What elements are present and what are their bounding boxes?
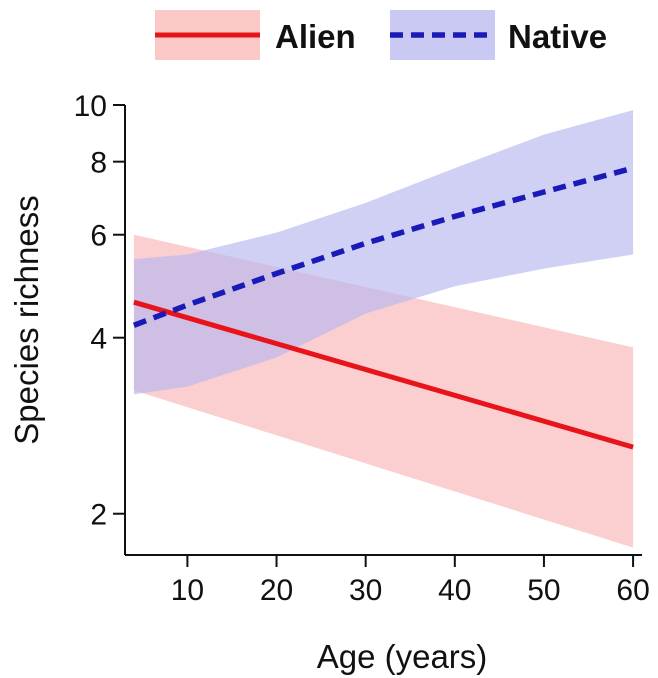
x-tick-label: 30 — [349, 574, 382, 607]
y-tick-label: 6 — [90, 220, 107, 253]
legend-label: Native — [508, 18, 607, 55]
axes: 2 4 6 8 10 10 20 30 40 50 60 — [74, 90, 650, 607]
x-axis-label: Age (years) — [317, 638, 488, 675]
native-confidence-band — [133, 110, 634, 395]
legend-item-native: Native — [390, 10, 607, 60]
y-tick-label: 8 — [90, 147, 107, 180]
alien-trend-line — [133, 299, 634, 450]
x-tick-label: 50 — [527, 574, 560, 607]
y-tick-label: 2 — [90, 499, 107, 532]
trend-lines — [132, 165, 634, 450]
x-tick-label: 60 — [616, 574, 649, 607]
y-tick-label: 4 — [90, 323, 107, 356]
legend: Alien Native — [155, 10, 607, 60]
legend-item-alien: Alien — [155, 10, 356, 60]
y-tick-label: 10 — [74, 90, 107, 123]
confidence-bands — [133, 110, 634, 548]
native-trend-line — [132, 165, 634, 328]
x-tick-label: 40 — [438, 574, 471, 607]
legend-label: Alien — [275, 18, 356, 55]
y-axis-label: Species richness — [8, 195, 45, 444]
x-tick-label: 20 — [260, 574, 293, 607]
x-tick-label: 10 — [171, 574, 204, 607]
